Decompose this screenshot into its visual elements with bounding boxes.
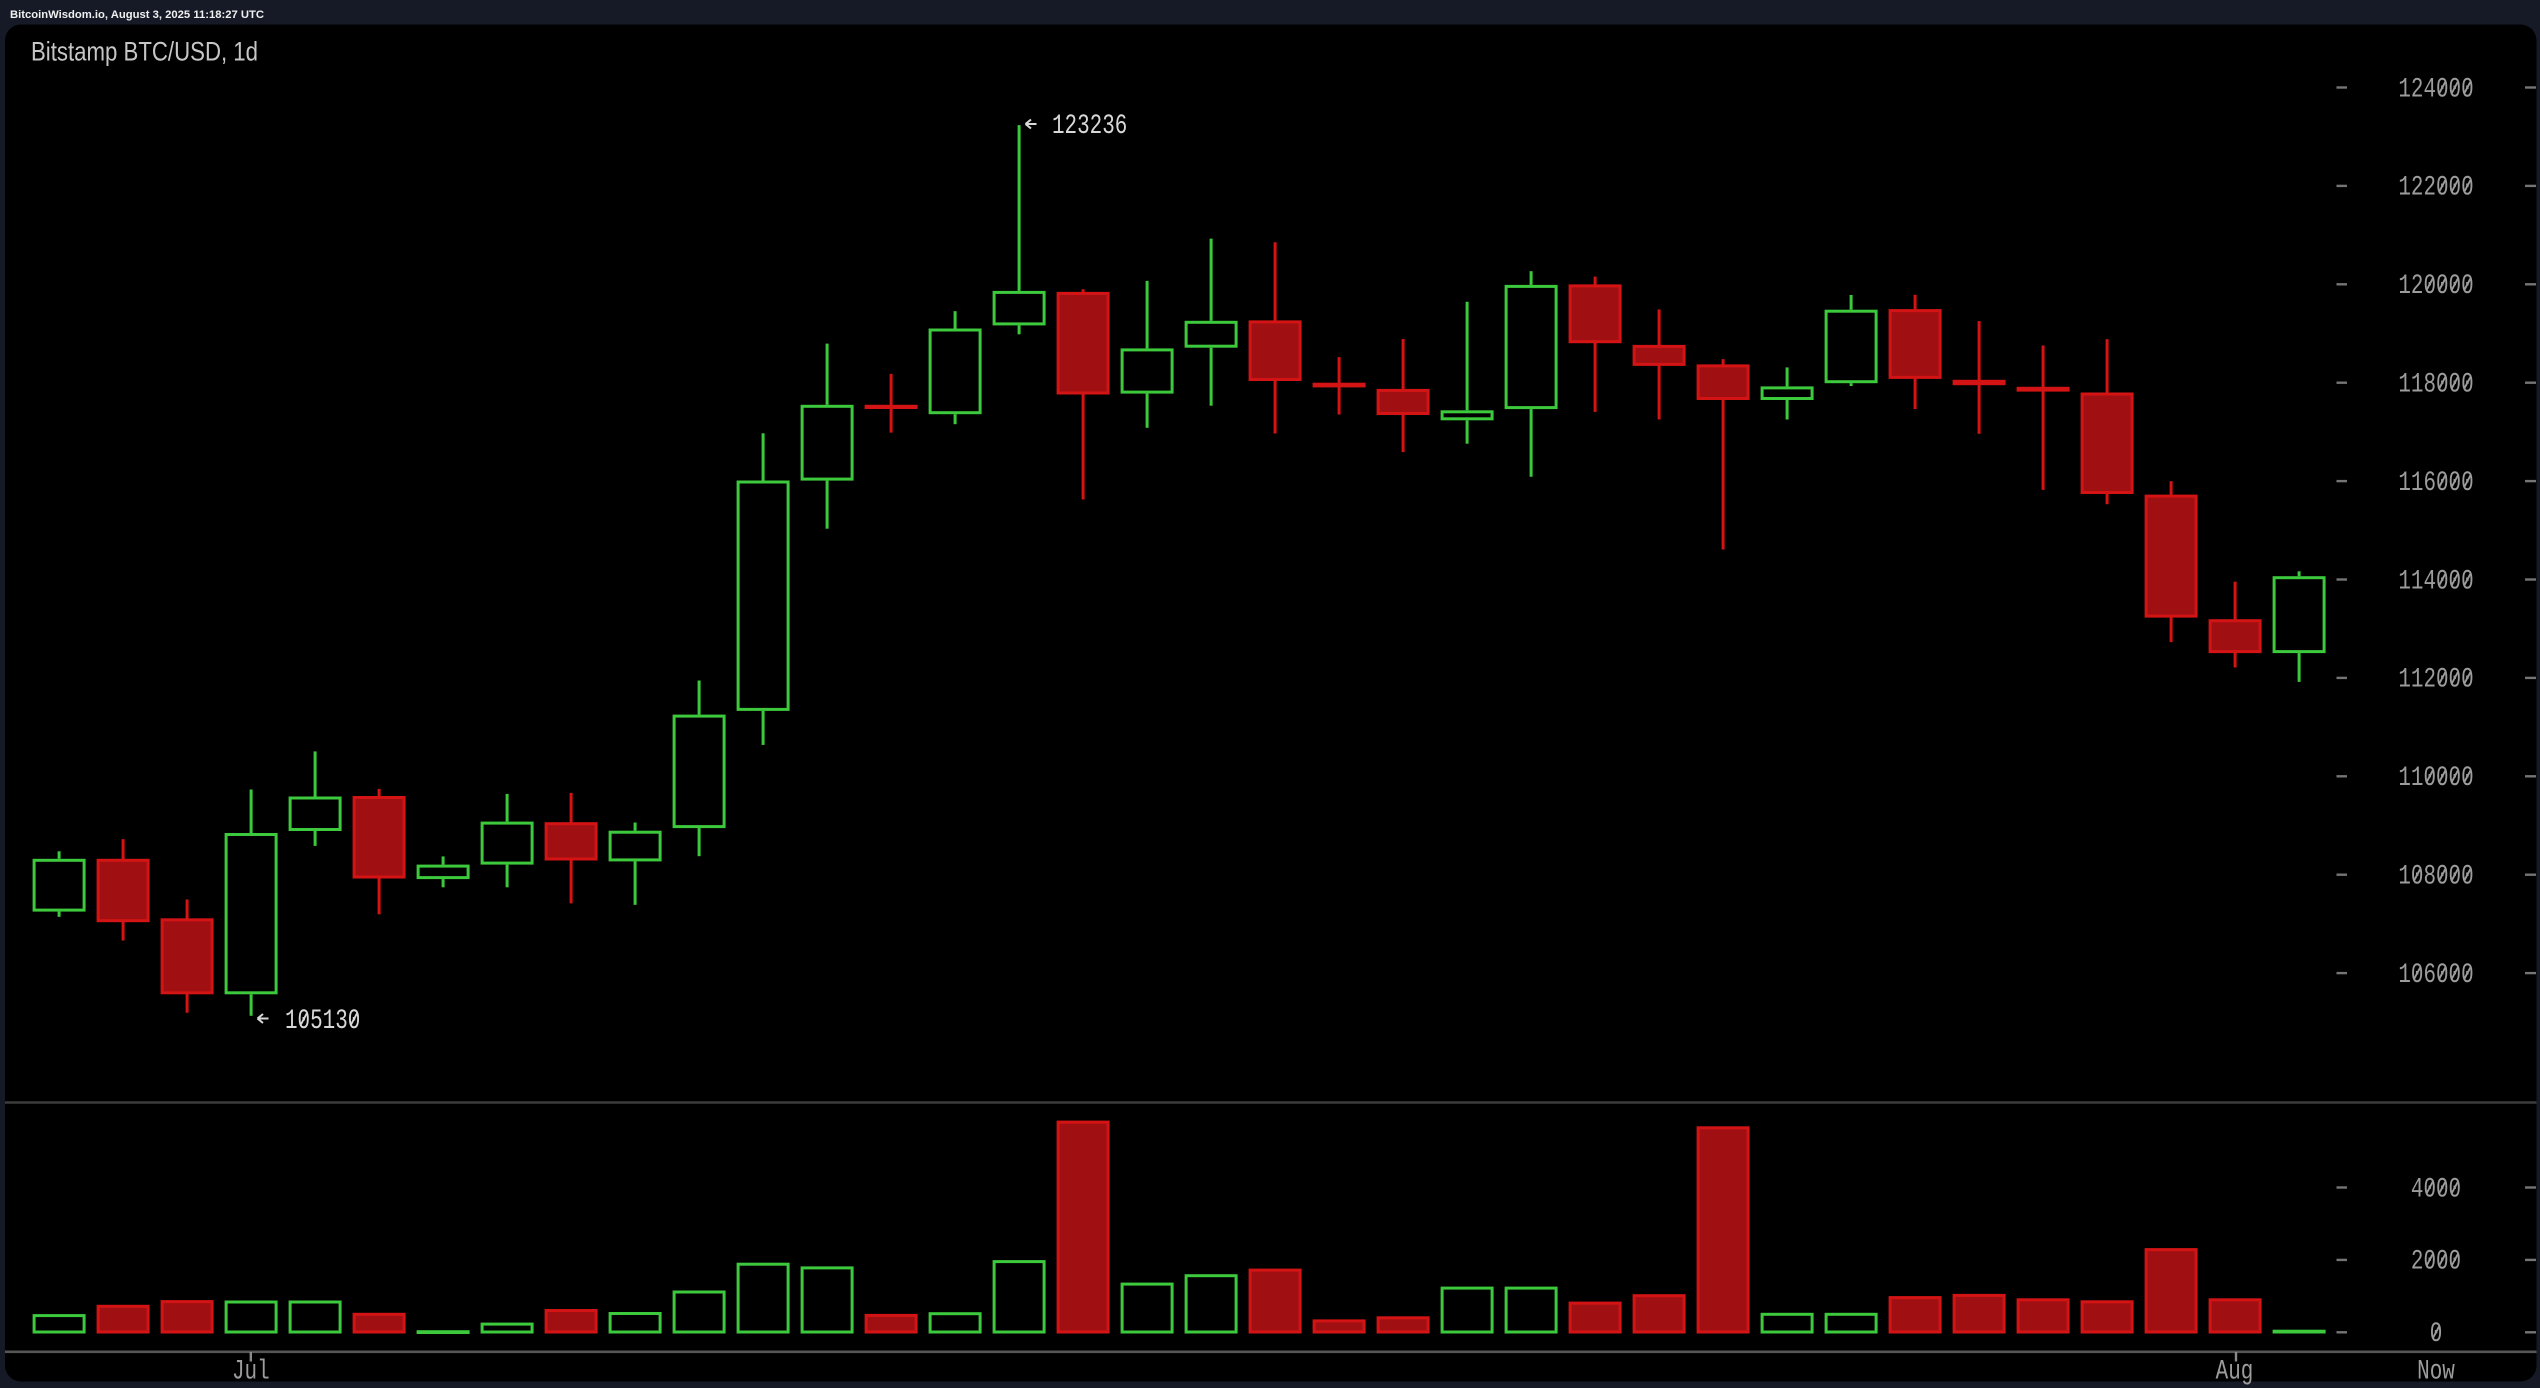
svg-text:105130: 105130	[285, 1006, 360, 1037]
svg-text:114000: 114000	[2398, 566, 2473, 597]
svg-text:Jul: Jul	[232, 1356, 270, 1387]
svg-text:116000: 116000	[2398, 468, 2473, 499]
svg-text:Aug: Aug	[2216, 1356, 2254, 1387]
svg-text:Bitstamp BTC/USD, 1d: Bitstamp BTC/USD, 1d	[31, 37, 258, 67]
svg-text:108000: 108000	[2398, 862, 2473, 893]
svg-text:0: 0	[2430, 1319, 2443, 1350]
svg-text:BitcoinWisdom.io, August 3, 20: BitcoinWisdom.io, August 3, 2025 11:18:2…	[10, 9, 264, 21]
svg-text:112000: 112000	[2398, 665, 2473, 696]
svg-text:120000: 120000	[2398, 271, 2473, 302]
svg-text:124000: 124000	[2398, 74, 2473, 105]
svg-text:118000: 118000	[2398, 370, 2473, 401]
svg-text:110000: 110000	[2398, 763, 2473, 794]
svg-text:123236: 123236	[1052, 111, 1127, 142]
svg-text:Now: Now	[2417, 1356, 2455, 1387]
svg-text:106000: 106000	[2398, 960, 2473, 991]
svg-text:122000: 122000	[2398, 173, 2473, 204]
